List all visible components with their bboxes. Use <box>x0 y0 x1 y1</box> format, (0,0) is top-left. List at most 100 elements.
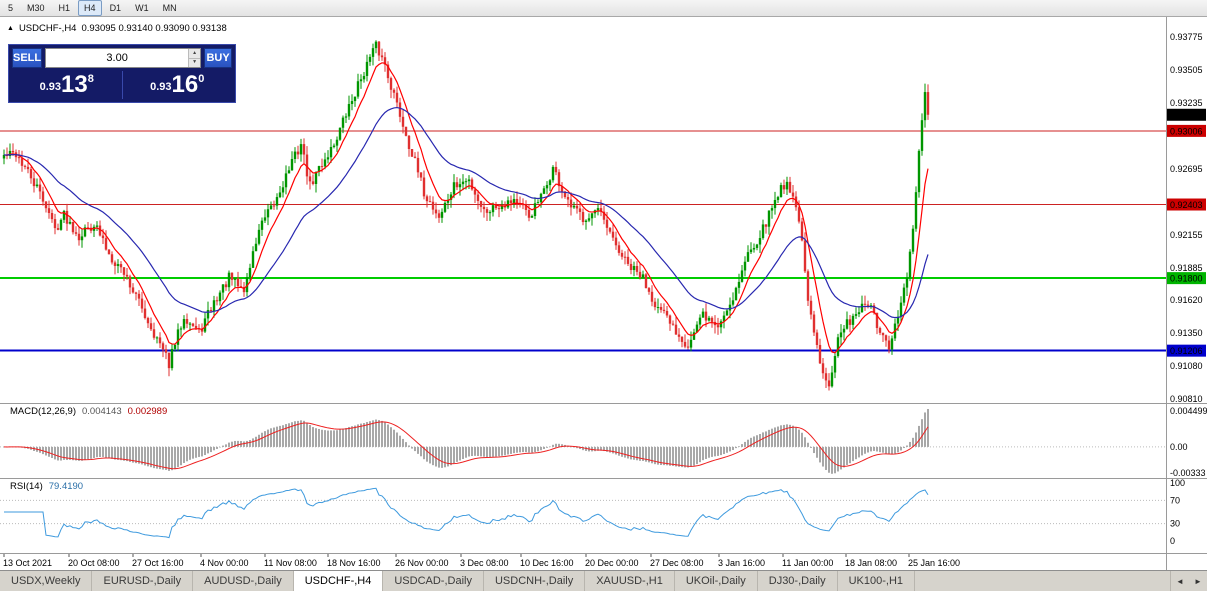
svg-text:11 Jan 00:00: 11 Jan 00:00 <box>782 558 833 568</box>
timeframe-m30-button[interactable]: M30 <box>27 3 45 13</box>
tab-usdcnh-daily[interactable]: USDCNH-,Daily <box>484 571 586 591</box>
tab-usdx-weekly[interactable]: USDX,Weekly <box>0 571 93 591</box>
lot-size-input[interactable] <box>46 49 189 67</box>
svg-text:0.00: 0.00 <box>1170 442 1188 452</box>
svg-text:20 Dec 00:00: 20 Dec 00:00 <box>585 558 639 568</box>
svg-text:0.92695: 0.92695 <box>1170 164 1203 174</box>
tab-scroll-buttons: ◄ ► <box>1170 571 1207 591</box>
sell-price-display[interactable]: 0.93 13 8 <box>12 71 122 99</box>
svg-text:0.93006: 0.93006 <box>1170 126 1203 136</box>
panel-separators <box>0 17 1207 570</box>
macd-signal-value: 0.002989 <box>127 406 168 417</box>
time-axis: 13 Oct 2021 20 Oct 08:00 27 Oct 16:00 4 Nov… <box>3 554 960 568</box>
svg-text:20 Oct 08:00: 20 Oct 08:00 <box>68 558 120 568</box>
sell-price-point: 8 <box>87 73 94 85</box>
svg-text:0.91080: 0.91080 <box>1170 361 1203 371</box>
timeframe-d1-button[interactable]: D1 <box>109 3 122 13</box>
price-badge <box>1167 108 1206 121</box>
tab-ukoil-daily[interactable]: UKOil-,Daily <box>675 571 758 591</box>
svg-text:10 Dec 16:00: 10 Dec 16:00 <box>520 558 574 568</box>
svg-text:27 Oct 16:00: 27 Oct 16:00 <box>132 558 184 568</box>
svg-text:100: 100 <box>1170 478 1185 488</box>
svg-text:0.92155: 0.92155 <box>1170 230 1203 240</box>
svg-text:27 Dec 08:00: 27 Dec 08:00 <box>650 558 704 568</box>
trade-panel-toggle-icon[interactable]: ▲ <box>7 25 14 32</box>
lot-spinner: ▲ ▼ <box>188 49 201 67</box>
svg-text:70: 70 <box>1170 495 1180 505</box>
svg-text:0.004499: 0.004499 <box>1170 406 1207 416</box>
lot-size-box: ▲ ▼ <box>45 48 202 68</box>
svg-text:0.91350: 0.91350 <box>1170 328 1203 338</box>
svg-text:0.90810: 0.90810 <box>1170 394 1203 404</box>
tab-uk100-h1[interactable]: UK100-,H1 <box>838 571 916 591</box>
svg-text:25 Jan 16:00: 25 Jan 16:00 <box>908 558 960 568</box>
tab-usdchf-h4[interactable]: USDCHF-,H4 <box>293 571 384 591</box>
macd-main-value: 0.004143 <box>82 406 122 417</box>
svg-text:0.91620: 0.91620 <box>1170 295 1203 305</box>
svg-text:18 Nov 16:00: 18 Nov 16:00 <box>327 558 381 568</box>
chart-ohlc-values: 0.93095 0.93140 0.93090 0.93138 <box>81 23 227 34</box>
chart-area[interactable]: 0.004499 0.00 -0.00333 100 70 30 0 0.93775 0.935… <box>0 17 1207 570</box>
svg-text:4 Nov 00:00: 4 Nov 00:00 <box>200 558 249 568</box>
timeframe-toolbar: 5 M30 H1 H4 D1 W1 MN <box>0 0 1207 17</box>
svg-text:0.91206: 0.91206 <box>1170 346 1203 356</box>
sell-price-pips: 13 <box>61 71 88 98</box>
svg-text:0.92403: 0.92403 <box>1170 200 1203 210</box>
tabs-scroll-right-button[interactable]: ► <box>1194 576 1202 586</box>
ma-slow-line <box>3 106 929 319</box>
buy-price-prefix: 0.93 <box>150 81 172 93</box>
timeframe-w1-button[interactable]: W1 <box>135 3 149 13</box>
price-axis: 0.93775 0.93505 0.93235 0.92695 0.92155 0.918… <box>1167 32 1206 404</box>
tabs-scroll-left-button[interactable]: ◄ <box>1176 576 1184 586</box>
horizontal-level-lines <box>0 130 1166 352</box>
ma-fast-line <box>3 62 929 354</box>
svg-text:13 Oct 2021: 13 Oct 2021 <box>3 558 52 568</box>
svg-text:26 Nov 00:00: 26 Nov 00:00 <box>395 558 449 568</box>
svg-text:11 Nov 08:00: 11 Nov 08:00 <box>264 558 317 568</box>
tab-usdcad-daily[interactable]: USDCAD-,Daily <box>383 571 484 591</box>
macd-indicator-label: MACD(12,26,9) 0.004143 0.002989 <box>10 406 167 417</box>
tab-audusd-daily[interactable]: AUDUSD-,Daily <box>193 571 294 591</box>
rsi-indicator-label: RSI(14) 79.4190 <box>10 481 83 492</box>
svg-text:0.91800: 0.91800 <box>1170 274 1203 284</box>
price-badge <box>1167 272 1206 285</box>
rsi-line <box>4 487 929 539</box>
macd-panel: 0.004499 0.00 -0.00333 <box>0 406 1207 478</box>
buy-price-point: 0 <box>198 73 205 85</box>
svg-text:30: 30 <box>1170 519 1180 529</box>
buy-button[interactable]: BUY <box>204 48 232 68</box>
buy-price-display[interactable]: 0.93 16 0 <box>121 71 233 99</box>
one-click-trading-panel: SELL ▲ ▼ BUY 0.93 13 8 0.93 16 0 <box>8 44 236 103</box>
sell-button[interactable]: SELL <box>12 48 43 68</box>
svg-text:0.93775: 0.93775 <box>1170 32 1203 42</box>
macd-signal-line <box>3 421 929 470</box>
timeframe-h1-button[interactable]: H1 <box>58 3 71 13</box>
tab-xauusd-h1[interactable]: XAUUSD-,H1 <box>585 571 675 591</box>
svg-text:18 Jan 08:00: 18 Jan 08:00 <box>845 558 897 568</box>
chart-title: ▲ USDCHF-,H4 0.93095 0.93140 0.93090 0.9… <box>7 23 227 34</box>
timeframe-h4-button[interactable]: H4 <box>78 0 102 16</box>
chart-tabs-bar: USDX,Weekly EURUSD-,Daily AUDUSD-,Daily … <box>0 570 1207 591</box>
svg-text:0.93505: 0.93505 <box>1170 65 1203 75</box>
svg-text:0.93235: 0.93235 <box>1170 98 1203 108</box>
rsi-value: 79.4190 <box>48 481 84 492</box>
moving-averages <box>3 62 929 354</box>
tab-dj30-daily[interactable]: DJ30-,Daily <box>758 571 838 591</box>
svg-text:0.93138: 0.93138 <box>1170 110 1203 120</box>
svg-text:3 Jan 16:00: 3 Jan 16:00 <box>718 558 765 568</box>
lot-increase-button[interactable]: ▲ <box>189 49 201 58</box>
svg-text:-0.00333: -0.00333 <box>1170 468 1206 478</box>
price-badge <box>1167 344 1206 357</box>
candlestick-series <box>2 40 930 391</box>
price-badge <box>1167 198 1206 211</box>
tab-eurusd-daily[interactable]: EURUSD-,Daily <box>92 571 194 591</box>
svg-text:0.91885: 0.91885 <box>1170 263 1203 273</box>
macd-name: MACD(12,26,9) <box>10 406 76 417</box>
buy-price-pips: 16 <box>171 71 199 98</box>
timeframe-m5-button[interactable]: 5 <box>8 3 14 13</box>
timeframe-mn-button[interactable]: MN <box>162 3 177 13</box>
rsi-panel: 100 70 30 0 <box>0 478 1185 546</box>
chart-symbol-period: USDCHF-,H4 <box>18 23 77 34</box>
lot-decrease-button[interactable]: ▼ <box>189 57 201 67</box>
